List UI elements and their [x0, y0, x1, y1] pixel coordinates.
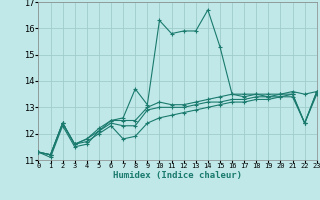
- X-axis label: Humidex (Indice chaleur): Humidex (Indice chaleur): [113, 171, 242, 180]
